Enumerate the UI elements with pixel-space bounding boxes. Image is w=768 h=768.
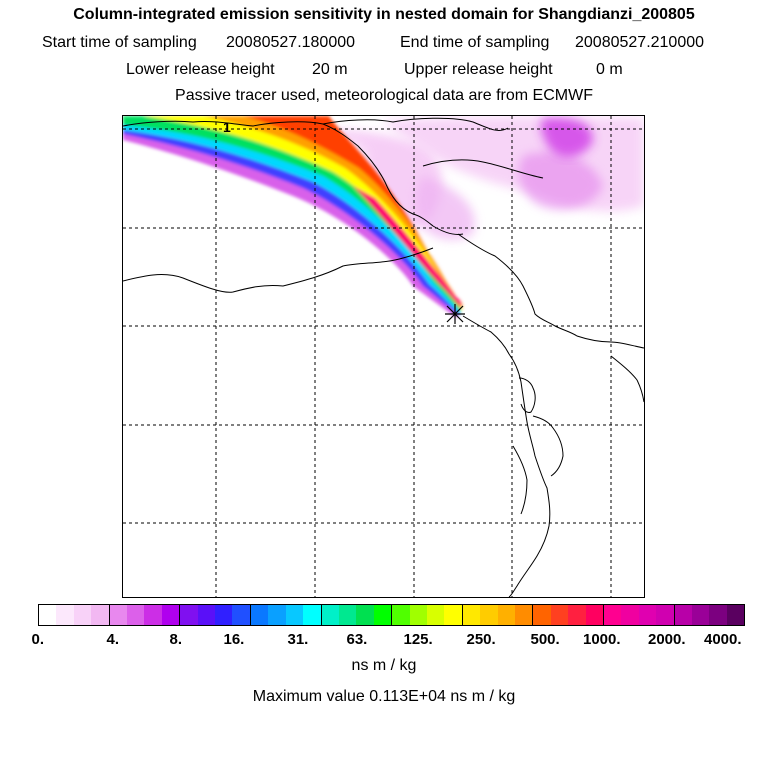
- end-time-value: 20080527.210000: [575, 34, 705, 51]
- colorbar-segment: [462, 605, 481, 625]
- colorbar-segment: [109, 605, 128, 625]
- colorbar-segment: [497, 605, 515, 625]
- colorbar-segment: [392, 605, 410, 625]
- colorbar-segment: [550, 605, 569, 625]
- plot-title: Column-integrated emission sensitivity i…: [73, 6, 695, 23]
- colorbar-segment: [709, 605, 727, 625]
- colorbar-tick-label: 4.: [106, 631, 120, 648]
- maximum-value-number: 0.113E+04 ns m / kg: [369, 688, 516, 705]
- colorbar-tick-label: 31.: [287, 631, 309, 648]
- colorbar-segment: [39, 605, 57, 625]
- colorbar-segment: [373, 605, 393, 625]
- colorbar-segment: [56, 605, 74, 625]
- colorbar-segment: [285, 605, 304, 625]
- colorbar-segment: [91, 605, 110, 625]
- colorbar-tick-label: 63.: [346, 631, 368, 648]
- lower-height-label: Lower release height: [126, 61, 275, 78]
- colorbar-tick-label: 1000.: [583, 631, 621, 648]
- colorbar-segment: [356, 605, 374, 625]
- maximum-value-label: Maximum value: [252, 688, 365, 705]
- colorbar-segment: [303, 605, 322, 625]
- colorbar-segment: [621, 605, 639, 625]
- colorbar-segment: [533, 605, 551, 625]
- colorbar-tick-label: 125.: [403, 631, 433, 648]
- colorbar-segment: [674, 605, 693, 625]
- colorbar-tick-label: 8.: [169, 631, 183, 648]
- colorbar-segment: [268, 605, 286, 625]
- colorbar-segment: [426, 605, 445, 625]
- colorbar-segment: [514, 605, 534, 625]
- colorbar-segment: [568, 605, 586, 625]
- colorbar-segment: [250, 605, 269, 625]
- colorbar-tick-label: 500.: [530, 631, 560, 648]
- subtitle: Passive tracer used, meteorological data…: [175, 87, 593, 104]
- colorbar-segment: [585, 605, 604, 625]
- colorbar-segment: [604, 605, 622, 625]
- colorbar-segment: [638, 605, 657, 625]
- colorbar-tick-label: 250.: [466, 631, 496, 648]
- trajectory-marker-label: 1: [223, 119, 231, 135]
- colorbar-tick-label: 4000.: [704, 631, 742, 648]
- colorbar-tick-label: 0.: [31, 631, 45, 648]
- map-canvas: 1: [123, 116, 644, 597]
- colorbar-segment: [321, 605, 339, 625]
- colorbar-segment: [338, 605, 357, 625]
- emission-plume: [123, 116, 463, 318]
- colorbar-tick-label: 16.: [223, 631, 245, 648]
- colorbar-segment: [692, 605, 710, 625]
- colorbar-segment: [444, 605, 463, 625]
- colorbar-segment: [180, 605, 198, 625]
- colorbar-segment: [215, 605, 233, 625]
- lower-height-value: 20 m: [312, 61, 348, 78]
- receptor-marker: [445, 304, 465, 324]
- colorbar-units: ns m / kg: [351, 657, 417, 674]
- map-panel: 1: [122, 115, 645, 598]
- start-time-value: 20080527.180000: [226, 34, 356, 51]
- maximum-value: Maximum value 0.113E+04 ns m / kg: [0, 688, 768, 706]
- colorbar-segment: [656, 605, 675, 625]
- colorbar-segment: [480, 605, 498, 625]
- upper-height-value: 0 m: [596, 61, 623, 78]
- colorbar-segment: [197, 605, 216, 625]
- colorbar: [38, 604, 745, 626]
- upper-height-label: Upper release height: [404, 61, 553, 78]
- colorbar-segment: [144, 605, 162, 625]
- colorbar-segment: [409, 605, 427, 625]
- end-time-label: End time of sampling: [400, 34, 550, 51]
- colorbar-tick-label: 2000.: [648, 631, 686, 648]
- colorbar-segment: [726, 605, 745, 625]
- colorbar-segment: [232, 605, 251, 625]
- colorbar-segment: [161, 605, 181, 625]
- lat-lon-grid: [123, 116, 644, 597]
- coastlines-and-borders: [123, 117, 644, 597]
- colorbar-segment: [127, 605, 145, 625]
- start-time-label: Start time of sampling: [42, 34, 197, 51]
- colorbar-segment: [73, 605, 92, 625]
